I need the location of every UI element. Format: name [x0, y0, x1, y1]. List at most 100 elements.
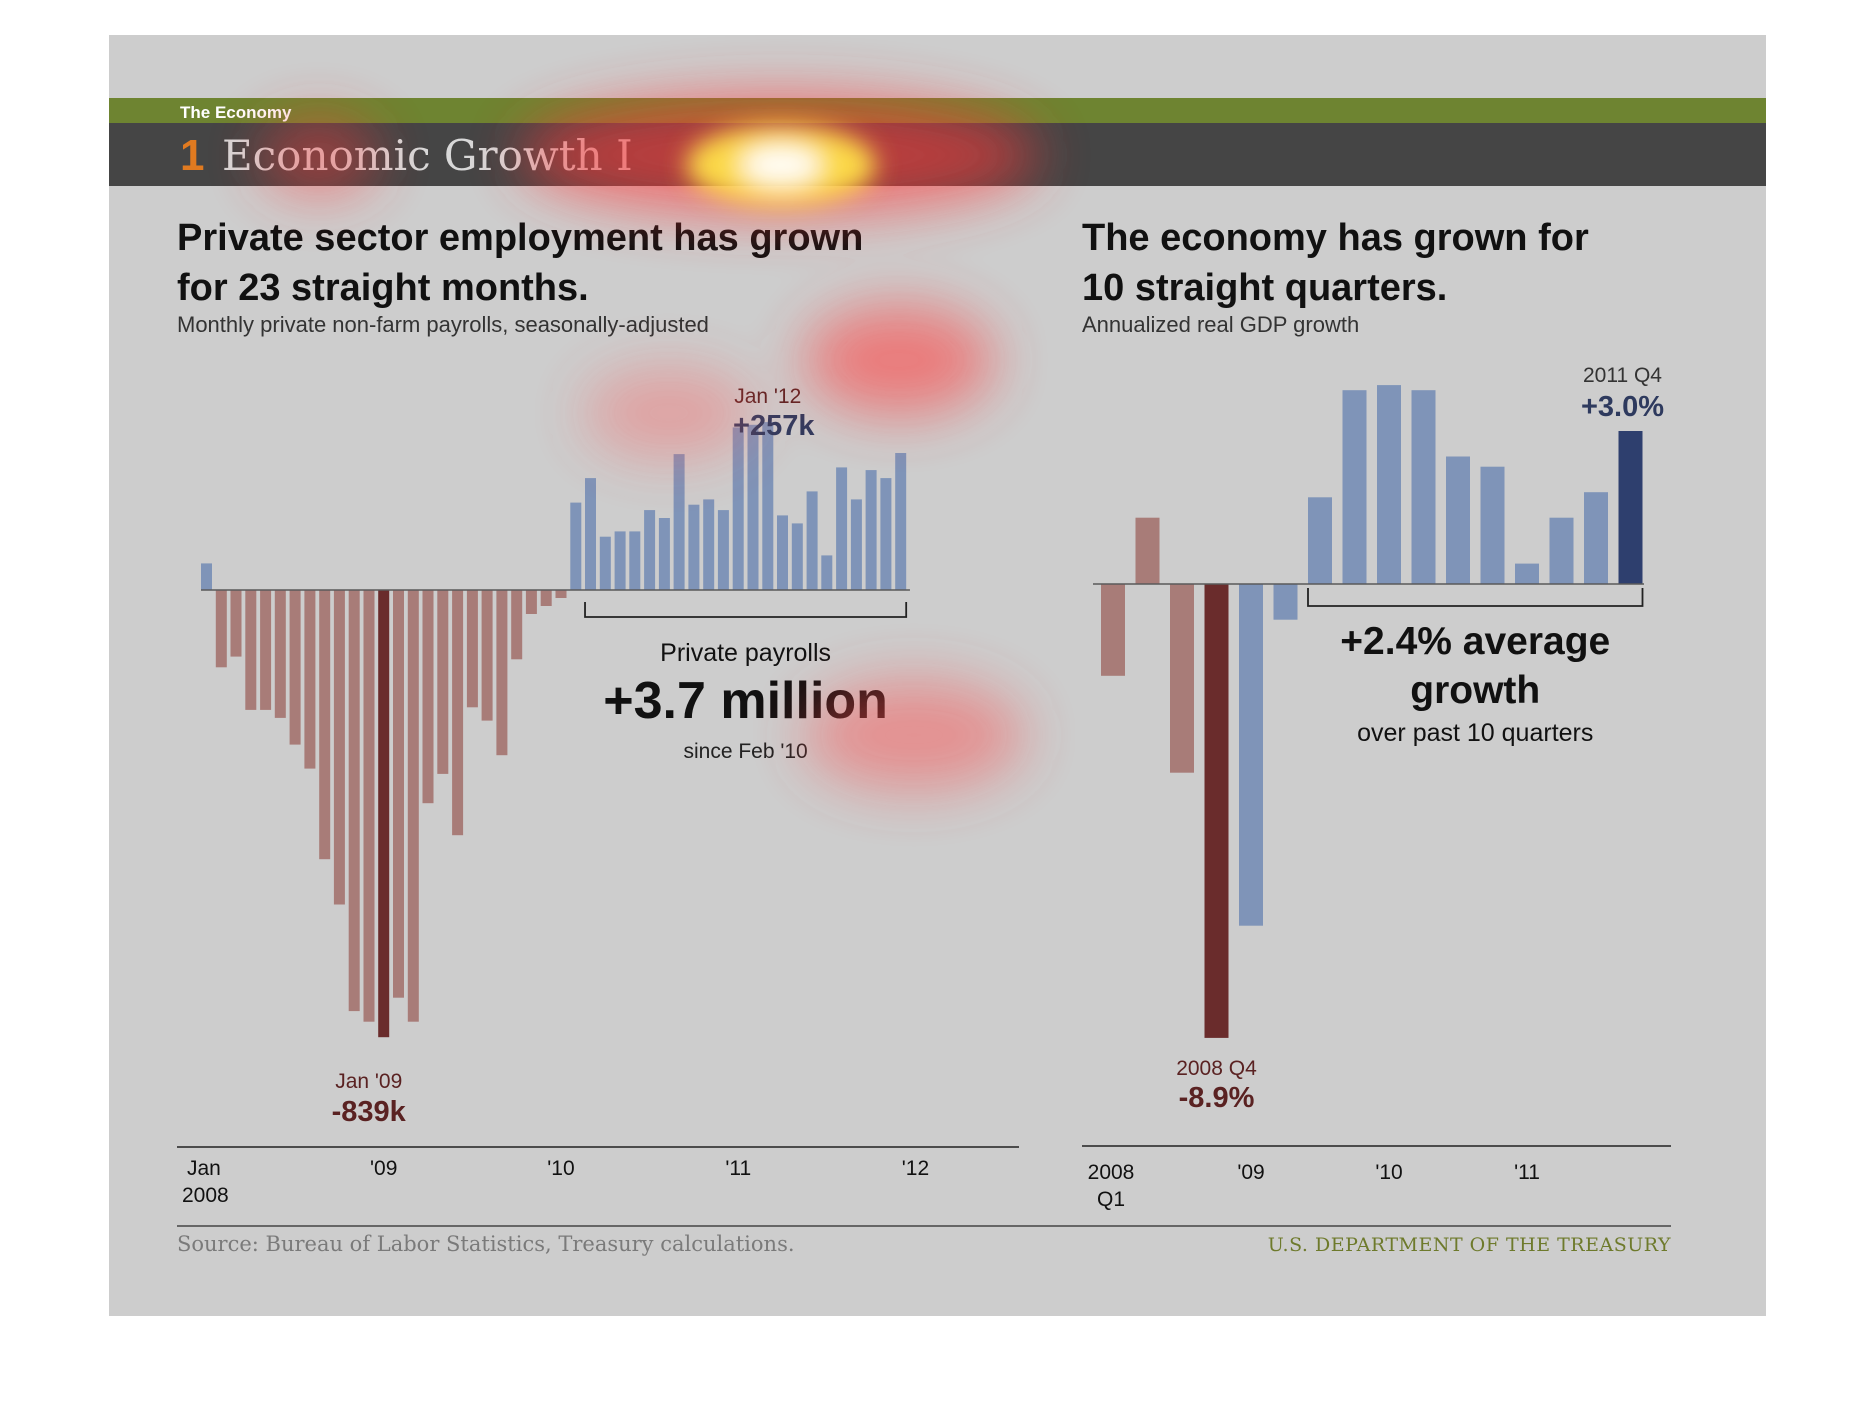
gdp-max-label: 2011 Q4 — [1583, 364, 1662, 387]
payroll-bar — [629, 531, 641, 590]
payroll-bar — [540, 590, 552, 606]
gdp-bar — [1411, 390, 1436, 584]
payroll-x-tick-label: '11 — [725, 1157, 751, 1180]
payroll-bar — [496, 590, 508, 756]
payroll-bar — [422, 590, 434, 804]
slide: The Economy 1 Economic Growth I Private … — [109, 35, 1766, 1316]
payroll-bar — [289, 590, 301, 745]
right-headline-line2: 10 straight quarters. — [1082, 267, 1448, 309]
gdp-min-value: -8.9% — [1179, 1082, 1255, 1114]
payroll-bar — [688, 504, 700, 590]
payroll-bar — [821, 555, 833, 590]
payroll-x-tick-label: Jan — [187, 1157, 221, 1180]
payroll-bar — [762, 422, 774, 590]
right-subhead: Annualized real GDP growth — [1082, 312, 1360, 337]
payroll-bar — [673, 454, 685, 590]
gdp-bar — [1170, 584, 1194, 773]
payroll-bar — [717, 510, 729, 591]
payroll-x-tick-label: '10 — [547, 1157, 574, 1180]
gdp-bar — [1377, 385, 1401, 584]
payroll-max-value: +257k — [733, 410, 815, 442]
gdp-bracket-note: over past 10 quarters — [1357, 719, 1593, 747]
gdp-x-tick-label: '10 — [1375, 1161, 1402, 1184]
payroll-bar — [703, 499, 715, 590]
gdp-bar — [1446, 456, 1470, 584]
agency-name: U.S. DEPARTMENT OF THE TREASURY — [1267, 1234, 1671, 1256]
payroll-bar — [658, 518, 670, 590]
payroll-bar — [378, 590, 390, 1038]
payroll-bar — [570, 502, 582, 590]
gdp-min-label: 2008 Q4 — [1176, 1057, 1257, 1080]
gdp-x-tick-label: '09 — [1237, 1161, 1264, 1184]
payroll-bar — [201, 563, 212, 591]
payroll-bar — [319, 590, 331, 860]
payroll-bar — [452, 590, 464, 836]
payroll-bar — [614, 531, 626, 590]
payroll-bar — [481, 590, 493, 721]
payroll-bar — [437, 590, 449, 774]
left-headline-line1: Private sector employment has grown — [177, 217, 864, 259]
gdp-chart: 2008 Q1 '09 '10 '11 2008 Q4-8.9% 2011 Q4 +3.0% +… — [1082, 364, 1671, 1211]
payroll-bracket-title: Private payrolls — [660, 639, 831, 667]
payroll-bar — [215, 590, 227, 668]
gdp-bracket-title: +2.4% average — [1340, 620, 1610, 663]
payroll-bar — [274, 590, 286, 718]
payroll-bar — [791, 523, 803, 590]
payroll-bar — [466, 590, 478, 708]
gdp-bracket — [1307, 588, 1644, 607]
payroll-bar — [304, 590, 316, 769]
payroll-bar — [245, 590, 257, 710]
payroll-bar — [511, 590, 523, 660]
payroll-bar — [836, 467, 848, 590]
payroll-bar — [348, 590, 360, 1012]
gdp-bar — [1342, 390, 1367, 584]
gdp-bar — [1101, 584, 1125, 676]
payroll-bar — [777, 515, 788, 590]
left-headline-line2: for 23 straight months. — [177, 267, 589, 309]
gdp-bar — [1480, 466, 1505, 584]
payroll-bar — [525, 590, 537, 614]
gdp-bracket-title: growth — [1410, 669, 1540, 712]
gdp-bar — [1584, 492, 1608, 584]
payroll-bar — [880, 478, 892, 590]
payroll-min-value: -839k — [332, 1096, 407, 1128]
gdp-bar — [1618, 431, 1643, 584]
gdp-bar — [1204, 584, 1229, 1038]
payroll-bar — [599, 536, 611, 590]
gdp-bar — [1273, 584, 1298, 620]
payroll-x-tick-label: '09 — [370, 1157, 397, 1180]
gdp-max-value: +3.0% — [1581, 391, 1664, 423]
payroll-bar — [865, 470, 877, 590]
gdp-x-tick-label: Q1 — [1097, 1188, 1125, 1211]
payroll-bar — [732, 427, 744, 590]
payroll-x-tick-label: 2008 — [182, 1184, 229, 1207]
payroll-bar — [644, 510, 656, 591]
gdp-x-tick-label: 2008 — [1088, 1161, 1135, 1184]
left-subhead: Monthly private non-farm payrolls, seaso… — [177, 312, 709, 337]
payroll-x-tick-label: '12 — [902, 1157, 929, 1180]
gdp-bar — [1308, 497, 1332, 584]
gdp-bar — [1239, 584, 1263, 926]
gdp-bar — [1515, 563, 1539, 584]
gdp-bar — [1135, 517, 1160, 584]
gdp-x-tick-label: '11 — [1514, 1161, 1540, 1184]
payroll-bar — [407, 590, 419, 1022]
payroll-bar — [393, 590, 404, 998]
slide-number: 1 — [180, 131, 205, 180]
payroll-bar — [260, 590, 272, 710]
payroll-bracket-note: since Feb '10 — [683, 740, 807, 763]
payroll-max-label: Jan '12 — [734, 385, 801, 408]
right-headline-line1: The economy has grown for — [1082, 217, 1589, 259]
payroll-bar — [230, 590, 242, 657]
payroll-bar — [806, 491, 818, 590]
payroll-bar — [747, 424, 759, 590]
payroll-min-label: Jan '09 — [335, 1070, 402, 1093]
source-note: Source: Bureau of Labor Statistics, Trea… — [177, 1232, 795, 1256]
payroll-bar — [555, 590, 567, 598]
payroll-chart: Jan 2008 '09 '10 '11 '12 Jan '09 -839k Jan '12+2… — [177, 385, 1019, 1207]
payroll-bracket-value: +3.7 million — [603, 672, 888, 730]
gdp-bar — [1549, 517, 1574, 584]
payroll-bar — [850, 499, 862, 590]
payroll-bar — [585, 478, 596, 590]
